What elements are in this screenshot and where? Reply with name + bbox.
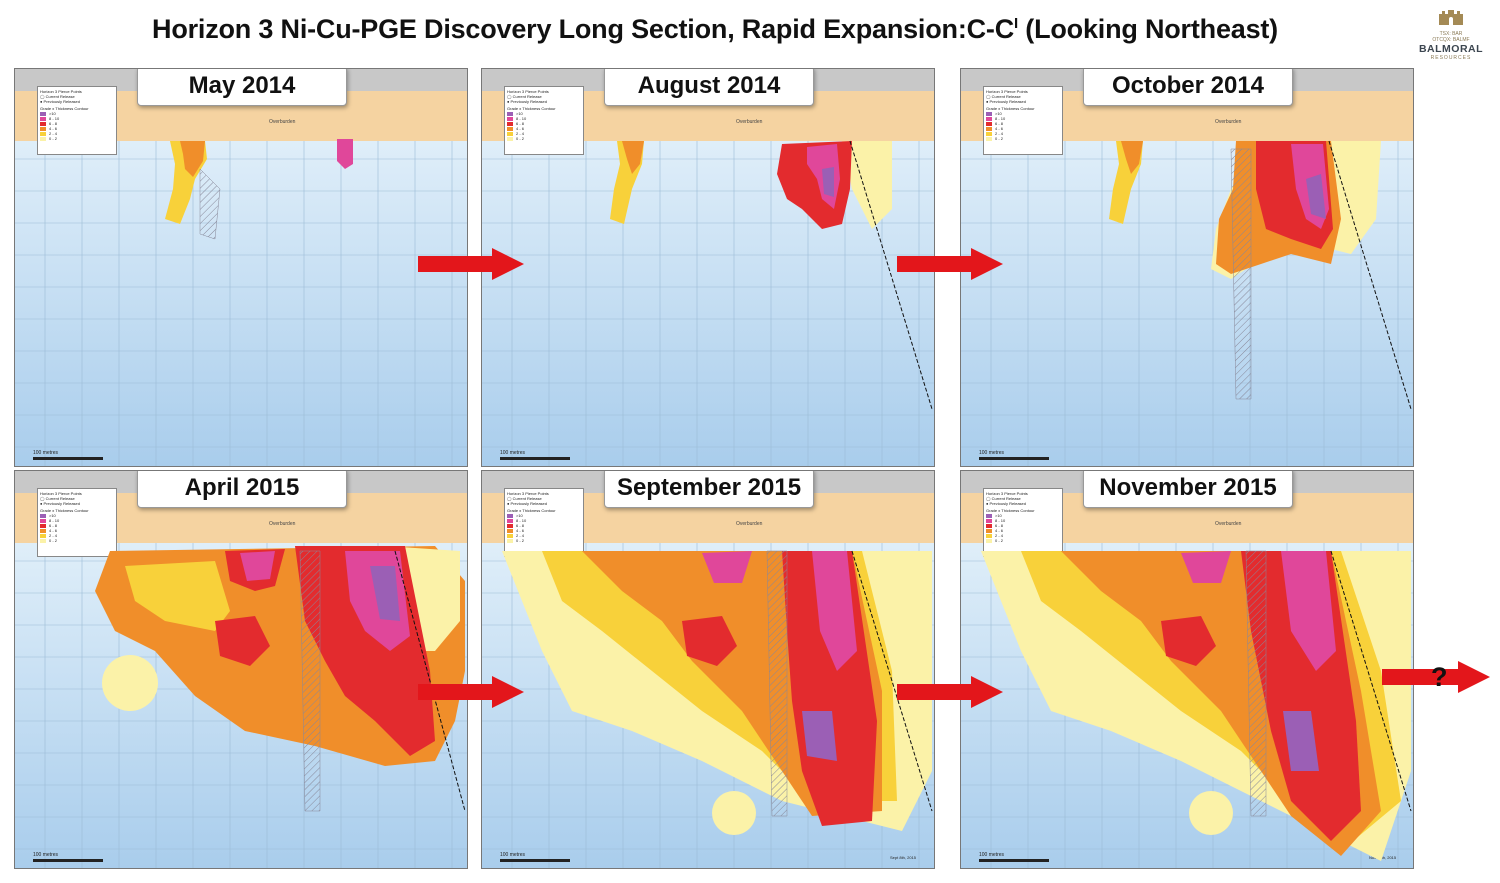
balmoral-logo: TSX: BAR OTCQX: BALMF BALMORAL RESOURCES: [1408, 8, 1494, 66]
scale-bar-label: 100 metres: [33, 852, 59, 858]
overburden-label: Overburden: [736, 521, 763, 527]
legend-head: Horizon 3 Pierce Points: [507, 491, 549, 496]
scale-bar-label: 100 metres: [979, 852, 1005, 858]
panel-title: September 2015: [604, 471, 814, 508]
page-title: Horizon 3 Ni-Cu-PGE Discovery Long Secti…: [152, 14, 1278, 44]
grade-contours: [981, 550, 1412, 861]
overburden-label: Overburden: [736, 119, 763, 125]
overburden-label: Overburden: [269, 119, 296, 125]
legend-head: Horizon 3 Pierce Points: [986, 491, 1028, 496]
legend-head: Horizon 3 Pierce Points: [507, 89, 549, 94]
legend: Horizon 3 Pierce Points ◯ Current Release…: [37, 86, 117, 155]
bedrock-area: [15, 141, 467, 466]
panel-november-2015: November 2015 Horizon 3 Pierce Points ◯ C…: [960, 470, 1414, 869]
section-background: [961, 69, 1413, 466]
panel-april-2015: April 2015 Horizon 3 Pierce Points ◯ Curr…: [14, 470, 468, 869]
panel-may-2014: May 2014 Horizon 3 Pierce Points ◯ Curren…: [14, 68, 468, 467]
scale-bar-label: 100 metres: [33, 450, 59, 456]
progress-arrow-2: [897, 248, 1003, 280]
map-date: Nov 16th, 2015: [1369, 855, 1397, 860]
overburden-label: Overburden: [1215, 119, 1242, 125]
scale-bar: [500, 457, 570, 460]
grade-contours: [165, 139, 353, 240]
grade-contours: [502, 550, 933, 835]
legend-head: Horizon 3 Pierce Points: [40, 491, 82, 496]
panel-august-2014: August 2014 Horizon 3 Pierce Points ◯ Cur…: [481, 68, 935, 467]
legend: Horizon 3 Pierce Points ◯ Current Release…: [504, 488, 584, 557]
section-background: [15, 69, 467, 466]
overburden-label: Overburden: [269, 521, 296, 527]
scale-bar: [33, 457, 103, 460]
panel-september-2015: September 2015 Horizon 3 Pierce Points ◯ …: [481, 470, 935, 869]
scale-bar: [500, 859, 570, 862]
progress-arrow-1: [418, 248, 524, 280]
scale-bar: [979, 457, 1049, 460]
legend-head: Horizon 3 Pierce Points: [986, 89, 1028, 94]
progress-arrow-3: [418, 676, 524, 708]
future-arrow: [1382, 661, 1490, 693]
grade-contours: [1109, 140, 1412, 410]
question-mark: ?: [1431, 662, 1448, 692]
scale-bar-label: 100 metres: [500, 450, 526, 456]
scale-bar-label: 100 metres: [500, 852, 526, 858]
panel-title: May 2014: [137, 69, 347, 106]
scale-bar: [979, 859, 1049, 862]
panel-title: November 2015: [1083, 471, 1293, 508]
map-date: Sept 8th, 2015: [890, 855, 917, 860]
panel-title: April 2015: [137, 471, 347, 508]
legend: Horizon 3 Pierce Points ◯ Current Release…: [504, 86, 584, 155]
scale-bar: [33, 859, 103, 862]
progress-arrow-4: [897, 676, 1003, 708]
panel-october-2014: October 2014 Horizon 3 Pierce Points ◯ Cu…: [960, 68, 1414, 467]
legend-head: Horizon 3 Pierce Points: [40, 89, 82, 94]
scale-bar-label: 100 metres: [979, 450, 1005, 456]
legend: Horizon 3 Pierce Points ◯ Current Release…: [37, 488, 117, 557]
panel-title: August 2014: [604, 69, 814, 106]
overburden-label: Overburden: [1215, 521, 1242, 527]
legend: Horizon 3 Pierce Points ◯ Current Release…: [983, 86, 1063, 155]
grade-contours: [95, 546, 466, 812]
panel-title: October 2014: [1083, 69, 1293, 106]
castle-icon: [1439, 10, 1463, 25]
grade-contours: [610, 140, 933, 410]
